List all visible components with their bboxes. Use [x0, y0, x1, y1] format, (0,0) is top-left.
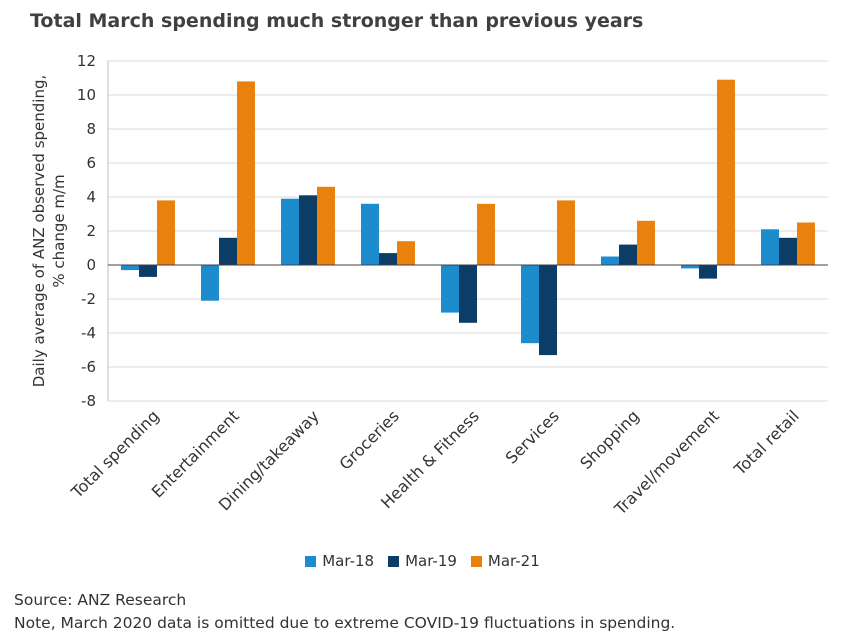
bar-mar-19-5 [539, 265, 557, 356]
bar-mar-19-2 [299, 195, 317, 265]
bar-mar-19-7 [699, 265, 717, 279]
bar-mar-19-8 [779, 237, 797, 265]
chart-title: Total March spending much stronger than … [30, 10, 644, 32]
legend-swatch [305, 555, 317, 567]
legend-item-mar-21: Mar-21 [470, 552, 540, 570]
legend-label: Mar-18 [322, 552, 375, 570]
gridlines [107, 60, 828, 402]
bar-mar-18-0 [121, 265, 139, 271]
y-tick-label: 12 [77, 52, 96, 70]
y-tick-label: 8 [86, 120, 96, 138]
y-tick-label: 2 [86, 222, 96, 240]
bar-chart: 12 10 8 6 4 2 0 -2 -4 -6 -8 Total spendingEntertai… [30, 52, 828, 519]
bar-mar-18-6 [601, 256, 619, 265]
x-tick-label: Shopping [576, 406, 643, 473]
bar-mar-21-5 [557, 200, 575, 265]
y-tick-label: 6 [86, 154, 96, 172]
x-tick-label: Total retail [730, 406, 803, 479]
bar-mar-18-4 [441, 265, 459, 313]
legend-label: Mar-21 [487, 552, 540, 570]
y-axis-label-line-1: Daily average of ANZ observed spending, [30, 75, 48, 388]
footnote: Note, March 2020 data is omitted due to … [14, 614, 676, 632]
y-axis-label-line-2: % change m/m [50, 174, 68, 287]
legend-item-mar-18: Mar-18 [305, 552, 374, 570]
y-tick-label: -8 [81, 392, 96, 410]
bar-mar-21-6 [637, 220, 655, 265]
bar-mar-21-8 [797, 222, 815, 265]
bar-mar-18-2 [281, 198, 299, 265]
bar-mar-21-2 [317, 186, 335, 265]
bar-mar-19-1 [219, 237, 237, 265]
x-axis-category-labels: Total spendingEntertainmentDining/takeaw… [67, 406, 803, 519]
bar-mar-19-3 [379, 253, 397, 265]
bar-mar-18-7 [681, 265, 699, 269]
legend: Mar-18 Mar-19 Mar-21 [0, 552, 845, 570]
legend-swatch [388, 555, 400, 567]
bar-mar-21-7 [717, 79, 735, 265]
x-tick-label: Groceries [335, 406, 402, 473]
bar-mar-18-3 [361, 203, 379, 265]
bar-mar-21-1 [237, 81, 255, 266]
bar-mar-18-5 [521, 265, 539, 344]
y-tick-label: -2 [81, 290, 96, 308]
bar-mar-21-4 [477, 203, 495, 265]
bar-mar-21-3 [397, 241, 415, 265]
y-tick-label: -4 [81, 324, 96, 342]
bar-mar-18-8 [761, 229, 779, 265]
x-tick-label: Services [502, 406, 563, 467]
legend-label: Mar-19 [405, 552, 457, 570]
bar-mar-19-0 [139, 265, 157, 277]
y-tick-label: 4 [86, 188, 96, 206]
source-note: Source: ANZ Research [14, 591, 187, 609]
bar-mar-18-1 [201, 265, 219, 301]
y-tick-label: 10 [77, 86, 96, 104]
bars [121, 79, 815, 356]
legend-item-mar-19: Mar-19 [388, 552, 457, 570]
y-tick-label: -6 [81, 358, 96, 376]
legend-swatch [470, 555, 482, 567]
y-axis-tick-labels: 12 10 8 6 4 2 0 -2 -4 -6 -8 [77, 52, 96, 410]
bar-mar-19-4 [459, 265, 477, 323]
bar-mar-21-0 [157, 200, 175, 265]
bar-mar-19-6 [619, 244, 637, 265]
y-tick-label: 0 [86, 256, 96, 274]
